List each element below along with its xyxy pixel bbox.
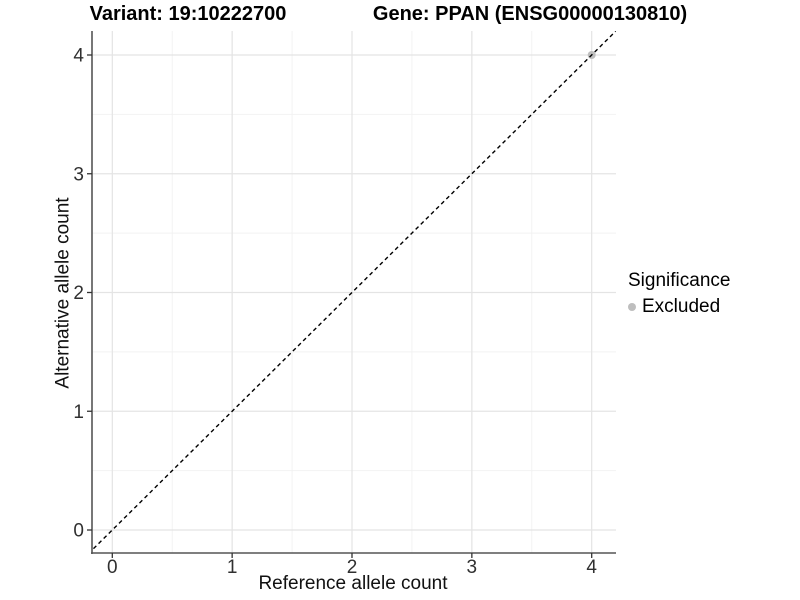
x-tick-label: 0: [107, 557, 118, 578]
y-tick-label: 4: [73, 46, 84, 67]
legend-item-excluded: Excluded: [628, 295, 730, 318]
y-tick-label: 0: [73, 521, 84, 542]
y-tick-label: 2: [73, 283, 84, 304]
y-tick-label: 3: [73, 164, 84, 185]
plot-title-variant: Variant: 19:10222700: [89, 3, 287, 25]
plot-title-gene: Gene: PPAN (ENSG00000130810): [372, 3, 688, 25]
identity-line: [92, 31, 616, 552]
x-tick-label: 1: [227, 557, 238, 578]
x-tick-label: 2: [347, 557, 358, 578]
x-tick-label: 3: [467, 557, 478, 578]
legend-title: Significance: [628, 270, 731, 291]
y-tick-label: 1: [73, 402, 84, 423]
legend-point-icon: [628, 303, 636, 312]
legend: Significance Excluded: [628, 270, 731, 318]
x-tick-label: 4: [586, 557, 597, 578]
legend-item-label: Excluded: [642, 295, 721, 317]
y-axis-title: Alternative allele count: [52, 197, 74, 389]
x-axis-title: Reference allele count: [258, 573, 448, 594]
